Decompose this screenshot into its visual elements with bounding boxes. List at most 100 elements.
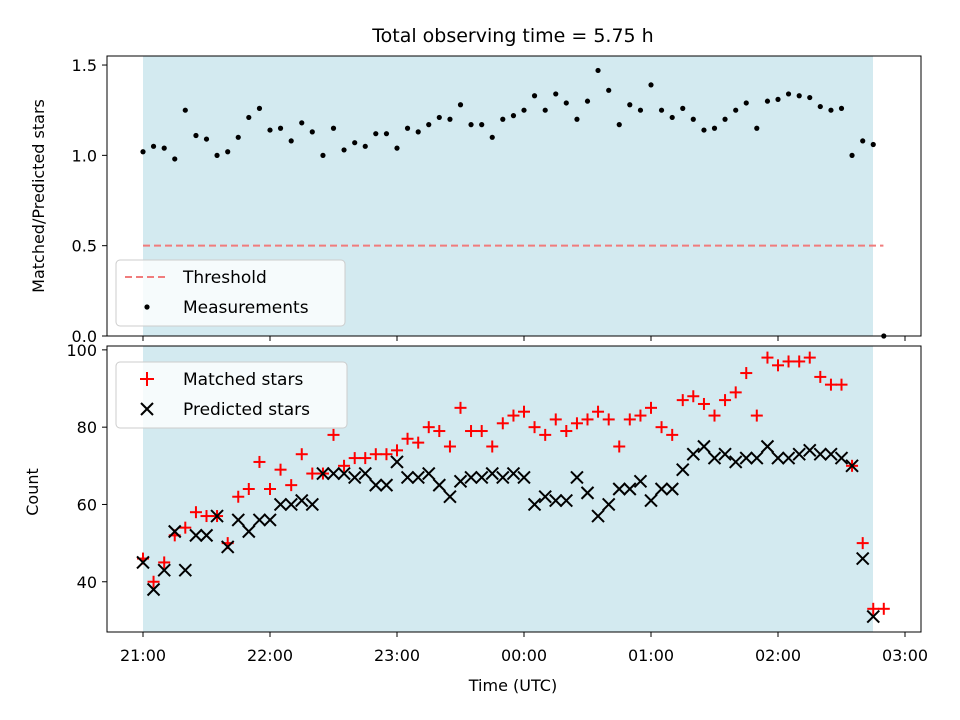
predicted-point (771, 451, 785, 465)
measurement-point (680, 105, 686, 111)
measurement-point (648, 82, 654, 88)
predicted-point (644, 493, 658, 508)
measurement-point (457, 102, 464, 108)
matched-point (189, 506, 202, 519)
measurement-point (479, 122, 485, 128)
predicted-point (210, 509, 224, 523)
measurement-point (246, 114, 252, 121)
bottom-axes-frame (106, 345, 922, 633)
measurement-point (627, 102, 633, 108)
predicted-point (676, 462, 690, 477)
predicted-point (602, 497, 616, 512)
predicted-point (697, 439, 711, 454)
measurement-point (404, 125, 411, 131)
measurement-point (267, 127, 273, 133)
predicted-point (432, 478, 446, 492)
predicted-point (422, 466, 436, 481)
top-ytick-label: 1.5 (72, 56, 97, 75)
measurement-point (849, 152, 855, 158)
predicted-point (221, 540, 235, 554)
measurement-point (764, 98, 771, 104)
bottom-y-axis-label: Count (23, 468, 42, 516)
x-tick-label: 23:00 (374, 646, 420, 665)
predicted-point (580, 486, 595, 500)
predicted-point (411, 470, 425, 485)
matched-point (867, 602, 880, 615)
measurement-point (817, 103, 823, 110)
measurement-point (690, 116, 696, 122)
predicted-point (654, 482, 669, 496)
measurement-point (256, 105, 263, 111)
matched-point (147, 575, 160, 588)
predicted-point (549, 493, 563, 508)
predicted-point (199, 528, 214, 543)
measurement-point (352, 140, 358, 146)
measurement-point (542, 107, 548, 113)
predicted-point (242, 524, 256, 539)
predicted-point (157, 563, 171, 577)
matched-point (443, 440, 456, 453)
x-tick-label: 21:00 (120, 646, 166, 665)
matched-point (824, 378, 837, 391)
predicted-point (506, 466, 521, 481)
measurement-point (563, 100, 569, 106)
matched-point (412, 436, 425, 449)
top-y-axis-label: Matched/Predicted stars (29, 99, 48, 293)
measurement-point (426, 122, 432, 128)
predicted-point (665, 482, 679, 496)
predicted-point (686, 447, 700, 461)
matched-point (740, 367, 753, 380)
predicted-point (570, 470, 584, 485)
predicted-point (729, 455, 743, 469)
predicted-point (146, 582, 161, 597)
predicted-point (485, 466, 499, 481)
measurement-point (606, 87, 612, 93)
predicted-point (475, 470, 489, 485)
matched-point (602, 413, 615, 426)
top-ytick-label: 0.5 (72, 237, 97, 256)
matched-point (179, 521, 192, 534)
measurement-point (637, 107, 644, 113)
measurement-point (531, 93, 538, 99)
matched-point (814, 370, 827, 383)
measurement-point (595, 67, 601, 74)
matched-point (539, 428, 552, 441)
matched-point (306, 467, 319, 480)
measurement-point (553, 91, 559, 97)
measurement-point (277, 125, 284, 131)
predicted-point (443, 490, 457, 504)
measurement-point (743, 100, 749, 106)
predicted-point (284, 497, 298, 512)
measurement-point (161, 145, 167, 151)
measurement-point (330, 125, 337, 131)
measurement-point (299, 120, 305, 126)
predicted-point (379, 478, 394, 492)
matched-point (655, 421, 668, 434)
matched-point (687, 390, 700, 403)
measurement-point (150, 143, 157, 149)
measurement-point (225, 149, 231, 155)
predicted-point (189, 528, 203, 543)
predicted-point (231, 513, 245, 527)
matched-point (645, 401, 657, 414)
matched-point (772, 359, 784, 372)
predicted-point (538, 490, 552, 504)
predicted-point (866, 609, 880, 624)
measurement-point (669, 114, 675, 121)
measurement-point (711, 125, 718, 131)
top-yticks: 0.0 0.5 1.0 1.5 (72, 56, 107, 346)
matched-point (242, 483, 255, 495)
matched-point (486, 440, 499, 453)
measurement-point (193, 132, 199, 139)
measurement-point (235, 134, 241, 140)
measurement-point (309, 129, 315, 135)
predicted-point (718, 447, 732, 461)
top-marks (140, 67, 887, 339)
matched-point (719, 394, 732, 407)
measurement-point (468, 122, 474, 128)
matched-point (729, 386, 742, 399)
measurement-point (860, 138, 866, 144)
measurement-point (574, 116, 580, 122)
matched-point (348, 452, 361, 465)
